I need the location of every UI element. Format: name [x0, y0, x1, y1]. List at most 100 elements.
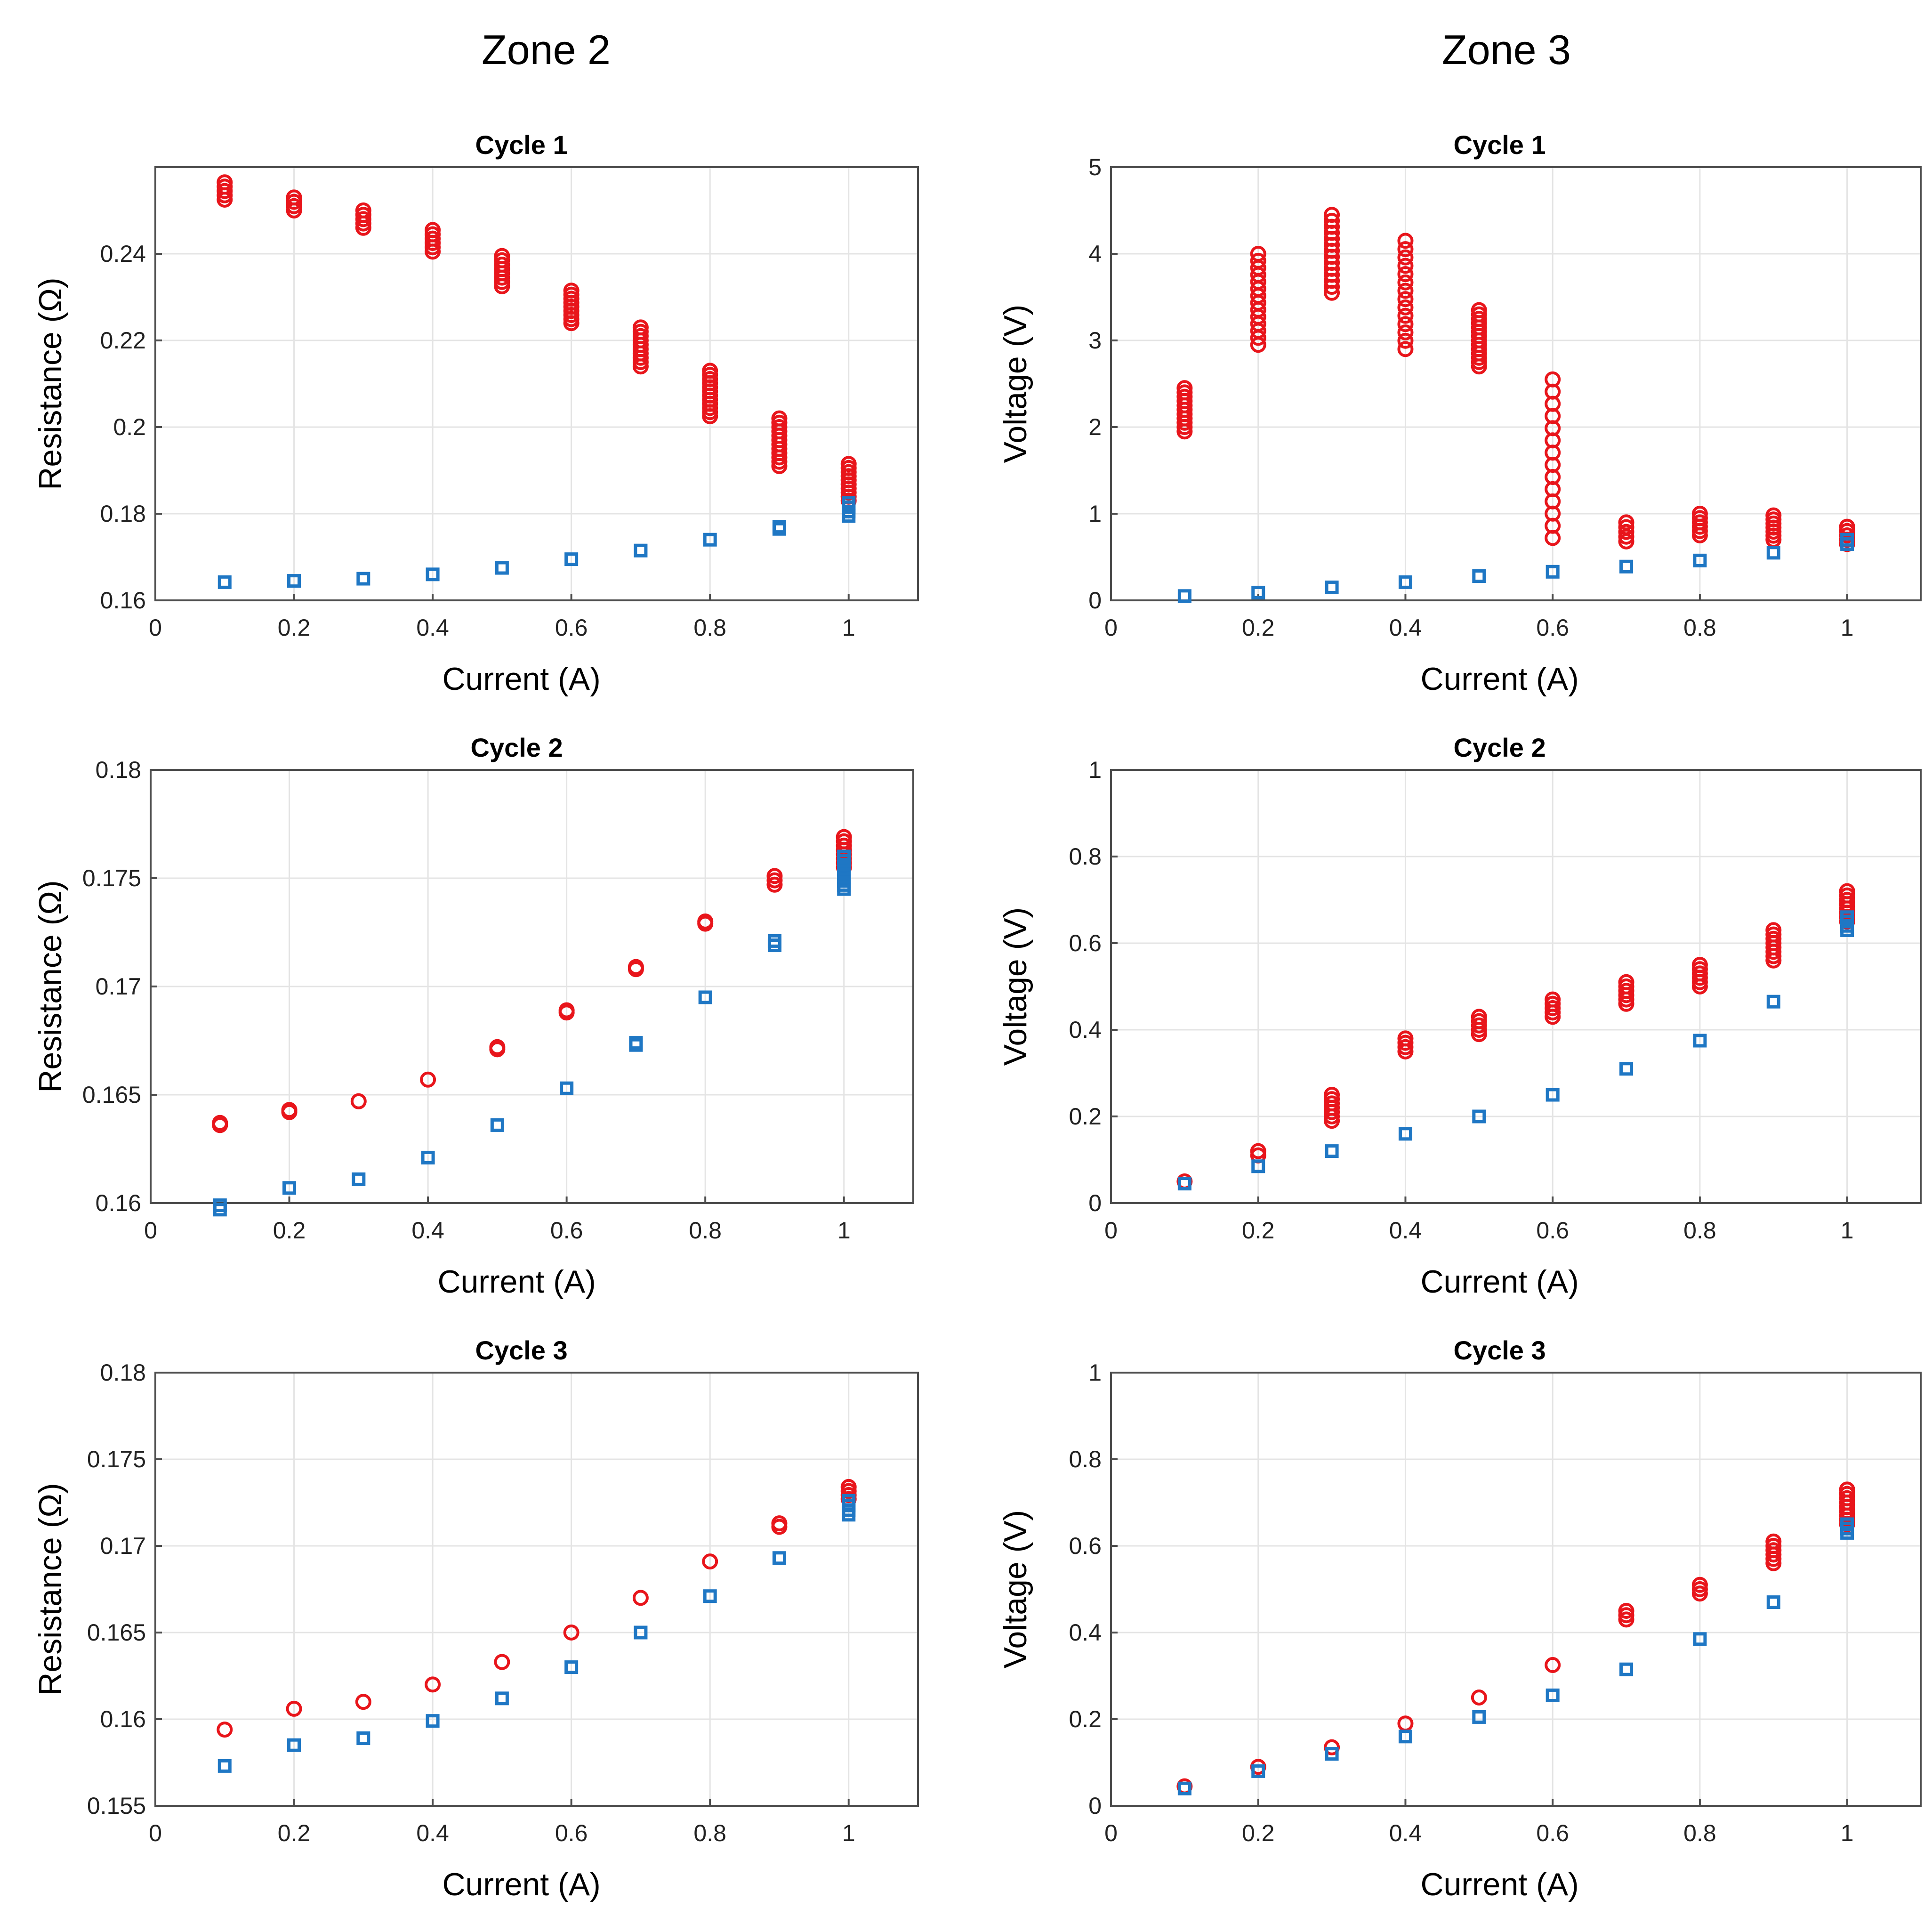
data-point-circle: [350, 1093, 367, 1109]
y-tick-label: 0.18: [100, 501, 146, 527]
x-tick-label: 0: [149, 1820, 162, 1846]
data-point-square: [1546, 1688, 1560, 1702]
data-point-circle: [1250, 252, 1266, 269]
data-point-square: [1177, 1781, 1191, 1795]
x-tick-label: 0.2: [1242, 1217, 1275, 1244]
data-point-circle: [1765, 922, 1782, 938]
data-point-square: [767, 934, 781, 948]
data-point-square: [1766, 994, 1780, 1009]
x-tick-label: 0.8: [1683, 1217, 1716, 1244]
plot-title: Cycle 3: [1454, 1335, 1546, 1365]
x-tick-label: 0.2: [1242, 1820, 1275, 1846]
x-tick-label: 0.4: [1389, 1217, 1422, 1244]
data-point-square: [1840, 533, 1854, 547]
series-blue-squares: [1177, 1517, 1854, 1795]
data-point-square: [1472, 1109, 1486, 1124]
y-tick-label: 0.6: [1069, 930, 1102, 956]
x-tick-label: 0.6: [1536, 1820, 1569, 1846]
data-point-circle: [1471, 302, 1487, 318]
x-tick-label: 0: [1104, 1820, 1118, 1846]
data-point-square: [772, 1551, 786, 1565]
plot-zone2-cycle2: 0 0.2 0.4 0.6 0.8 1 0.16 0.165 0.17 0.175 0.18 Cycl…: [32, 733, 914, 1300]
data-point-square: [1251, 1764, 1265, 1778]
data-point-square: [560, 1081, 574, 1095]
data-point-circle: [1397, 341, 1414, 357]
axes-box: [1110, 166, 1922, 601]
data-point-circle: [1691, 1576, 1708, 1593]
data-point-circle: [1618, 1603, 1634, 1619]
x-tick-label: 1: [842, 614, 855, 641]
x-tick-label: 0.8: [1683, 614, 1716, 641]
data-point-square: [287, 1738, 301, 1752]
data-point-square: [1693, 1632, 1707, 1646]
data-point-square: [1840, 910, 1854, 924]
data-point-circle: [1176, 380, 1193, 396]
x-tick-label: 0: [1104, 614, 1118, 641]
data-point-circle: [766, 868, 783, 884]
data-point-circle: [563, 283, 580, 299]
data-point-square: [1472, 1710, 1486, 1724]
data-point-square: [1398, 1730, 1412, 1744]
x-tick-label: 0.2: [273, 1217, 306, 1244]
x-tick-label: 0.6: [550, 1217, 583, 1244]
data-point-circle: [1324, 207, 1340, 223]
data-point-square: [1325, 1747, 1339, 1761]
data-point-square: [772, 520, 786, 534]
y-tick-label: 0.165: [82, 1082, 141, 1108]
data-point-circle: [1397, 307, 1414, 324]
data-point-square: [1398, 575, 1412, 589]
x-tick-label: 0.2: [278, 614, 311, 641]
data-point-circle: [1765, 507, 1782, 524]
data-point-circle: [1324, 212, 1340, 229]
y-tick-label: 0.155: [87, 1793, 146, 1819]
data-point-circle: [632, 319, 649, 336]
data-point-square: [490, 1118, 504, 1132]
plot-title: Cycle 2: [1454, 733, 1546, 762]
x-tick-label: 1: [837, 1217, 851, 1244]
data-point-square: [287, 574, 301, 588]
data-point-circle: [1397, 324, 1414, 341]
x-tick-label: 0.4: [416, 614, 449, 641]
y-axis-label: Voltage (V): [998, 1510, 1033, 1668]
data-point-circle: [1397, 291, 1414, 307]
x-axis-label: Current (A): [1420, 661, 1578, 697]
data-point-square: [213, 1198, 227, 1213]
data-point-square: [495, 561, 509, 575]
data-point-square: [1472, 569, 1486, 583]
data-point-circle: [217, 174, 233, 191]
data-point-square: [1546, 565, 1560, 579]
data-point-circle: [836, 829, 852, 845]
y-tick-label: 0.175: [87, 1446, 146, 1472]
data-point-square: [1251, 585, 1265, 599]
series-blue-squares: [217, 1494, 856, 1773]
data-point-square: [634, 1625, 648, 1640]
data-point-circle: [1839, 883, 1855, 899]
data-point-square: [842, 1494, 856, 1508]
data-point-circle: [771, 410, 788, 427]
y-axis-label: Voltage (V): [998, 305, 1033, 463]
plot-zone3-cycle2: 0 0.2 0.4 0.6 0.8 1 0 0.2 0.4 0.6 0.8 1 Cycle 2 Curre…: [998, 733, 1922, 1300]
axes-box: [1110, 769, 1922, 1204]
x-tick-label: 0.8: [693, 614, 726, 641]
data-point-circle: [217, 1722, 233, 1738]
y-tick-label: 0: [1088, 1793, 1102, 1819]
axes-border: [154, 1372, 919, 1807]
data-point-square: [217, 575, 232, 589]
data-point-circle: [1324, 1087, 1340, 1103]
data-point-circle: [840, 456, 857, 472]
x-tick-label: 0: [1104, 1217, 1118, 1244]
data-point-circle: [1691, 506, 1708, 522]
x-tick-label: 1: [1841, 614, 1854, 641]
data-point-circle: [1839, 1481, 1855, 1498]
data-point-square: [1766, 546, 1780, 560]
series-blue-squares: [1177, 910, 1854, 1191]
data-point-square: [1693, 1034, 1707, 1048]
data-point-circle: [1765, 1533, 1782, 1550]
zone-3-title: Zone 3: [1442, 26, 1571, 73]
data-point-circle: [840, 1479, 857, 1495]
plot-zone2-cycle3: 0 0.2 0.4 0.6 0.8 1 0.155 0.16 0.165 0.17 0.175 0.1…: [32, 1335, 919, 1902]
data-point-square: [217, 1759, 232, 1773]
axes-border: [150, 769, 914, 1204]
y-tick-label: 0.6: [1069, 1533, 1102, 1559]
y-tick-label: 5: [1088, 154, 1102, 180]
